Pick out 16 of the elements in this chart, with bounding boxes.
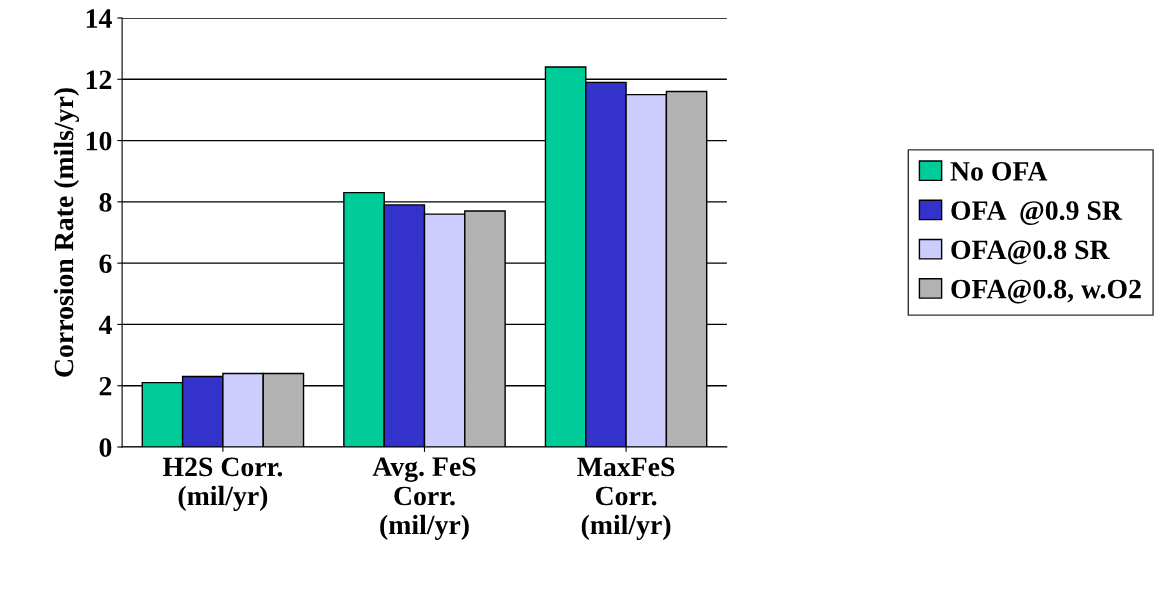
x-tick-label: Avg. FeS Corr. (mil/yr) bbox=[372, 457, 476, 541]
y-tick-label: 6 bbox=[99, 254, 112, 274]
legend-label: OFA@0.8, w.O2 bbox=[951, 279, 1141, 304]
legend-label: OFA @0.9 SR bbox=[951, 201, 1123, 225]
y-tick-label: 2 bbox=[99, 376, 112, 396]
y-tick-label: 14 bbox=[86, 9, 112, 28]
y-axis-title: Corrosion Rate (mils/yr) bbox=[53, 88, 80, 377]
x-tick-label: MaxFeS Corr. (mil/yr) bbox=[577, 457, 675, 541]
y-tick-label: 10 bbox=[86, 131, 112, 151]
x-tick-label: H2S Corr. (mil/yr) bbox=[162, 457, 283, 512]
y-tick-label: 4 bbox=[98, 315, 112, 335]
legend-label: OFA@0.8 SR bbox=[951, 240, 1110, 265]
legend-label: No OFA bbox=[950, 162, 1048, 181]
y-tick-label: 8 bbox=[99, 193, 112, 212]
y-tick-label: 0 bbox=[99, 438, 112, 457]
y-tick-label: 12 bbox=[86, 70, 112, 89]
